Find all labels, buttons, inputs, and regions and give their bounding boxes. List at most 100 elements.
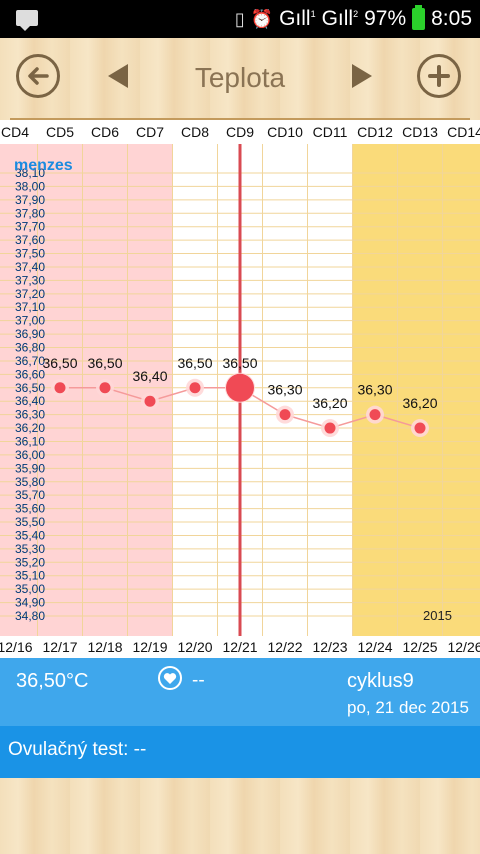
toolbar-divider	[10, 118, 470, 120]
y-tick-label: 35,50	[15, 515, 45, 529]
info-panel: 36,50°C -- cyklus9 po, 21 dec 2015	[0, 658, 480, 726]
heart-icon[interactable]	[158, 666, 182, 690]
data-label: 36,50	[177, 355, 212, 371]
y-tick-label: 35,60	[15, 502, 45, 516]
period-band	[0, 144, 173, 636]
date-label: 12/21	[222, 639, 258, 655]
status-icons: ▯ ⏰ Gıll1 Gıll2 97% 8:05	[235, 4, 472, 34]
back-arrow-icon	[28, 67, 49, 85]
data-label: 36,30	[357, 382, 392, 398]
date-row: 12/16 12/17 12/18 12/19 12/20 12/21 12/22 12/23…	[0, 636, 480, 658]
notification-icon	[16, 10, 38, 31]
cycle-day-label: CD4	[0, 124, 30, 140]
cycle-day-label: CD5	[45, 124, 75, 140]
y-tick-label: 37,40	[15, 260, 45, 274]
data-point	[324, 422, 336, 434]
y-tick-label: 37,20	[15, 287, 45, 301]
y-tick-label: 35,40	[15, 528, 45, 542]
y-tick-label: 37,50	[15, 247, 45, 261]
data-point	[369, 409, 381, 421]
data-point	[189, 382, 201, 394]
date-label: 12/22	[267, 639, 303, 655]
data-point	[54, 382, 66, 394]
chart-svg[interactable]: 38,1038,0037,9037,8037,7037,6037,5037,40…	[0, 144, 480, 636]
data-label: 36,50	[87, 355, 122, 371]
year-label: 2015	[423, 608, 452, 623]
battery-icon	[412, 5, 426, 30]
y-tick-label: 36,90	[15, 327, 45, 341]
y-tick-label: 35,20	[15, 555, 45, 569]
selected-temperature: 36,50°C	[16, 670, 89, 692]
y-tick-label: 37,80	[15, 206, 45, 220]
toolbar: Teplota	[0, 38, 480, 120]
y-tick-label: 37,10	[15, 300, 45, 314]
data-point	[414, 422, 426, 434]
cycle-day-label: CD6	[90, 124, 120, 140]
cycle-label: cyklus9	[347, 670, 414, 692]
y-tick-label: 35,00	[15, 582, 45, 596]
y-tick-label: 35,10	[15, 569, 45, 583]
clock: 8:05	[431, 7, 472, 30]
y-tick-label: 36,10	[15, 434, 45, 448]
data-point	[99, 382, 111, 394]
cycle-day-label: CD11	[312, 124, 348, 140]
y-tick-label: 36,40	[15, 394, 45, 408]
page-title: Teplota	[194, 62, 286, 93]
data-label: 36,20	[312, 395, 347, 411]
y-tick-label: 36,70	[15, 354, 45, 368]
y-tick-label: 35,90	[15, 461, 45, 475]
status-bar: ▯ ⏰ Gıll1 Gıll2 97% 8:05	[0, 0, 480, 38]
signal-1-icon: Gıll1	[279, 7, 316, 30]
y-tick-label: 37,90	[15, 193, 45, 207]
y-tick-label: 36,50	[15, 381, 45, 395]
signal-2-icon: Gıll2	[321, 7, 359, 30]
back-button[interactable]	[16, 54, 60, 98]
cycle-day-label: CD8	[180, 124, 210, 140]
data-label: 36,50	[222, 355, 257, 371]
next-triangle-icon[interactable]	[352, 64, 372, 88]
cycle-day-label: CD9	[225, 124, 255, 140]
add-button[interactable]	[417, 54, 461, 98]
heart-value: --	[192, 670, 205, 691]
data-point	[226, 373, 254, 402]
selected-date: po, 21 dec 2015	[347, 698, 469, 717]
plus-icon	[428, 65, 450, 87]
data-label: 36,20	[402, 395, 437, 411]
date-label: 12/20	[177, 639, 213, 655]
prev-triangle-icon[interactable]	[108, 64, 128, 88]
ovulation-test-label: Ovulačný test: --	[8, 739, 147, 760]
vibrate-icon: ▯	[234, 8, 245, 29]
data-label: 36,50	[42, 355, 77, 371]
cycle-day-label: CD10	[267, 124, 303, 140]
alarm-icon: ⏰	[250, 8, 274, 29]
fertile-band	[352, 144, 480, 636]
y-tick-label: 36,30	[15, 408, 45, 422]
date-label: 12/17	[42, 639, 78, 655]
data-label: 36,40	[132, 368, 167, 384]
cycle-day-label: CD7	[135, 124, 165, 140]
date-label: 12/24	[357, 639, 393, 655]
y-tick-label: 34,90	[15, 596, 45, 610]
date-label: 12/16	[0, 639, 33, 655]
data-point	[279, 409, 291, 421]
y-tick-label: 35,80	[15, 475, 45, 489]
temperature-chart[interactable]: 38,10 38,00 37,90 37,80 37,70 37,60 37,50 37,40…	[0, 144, 480, 636]
y-tick-label: 35,70	[15, 488, 45, 502]
ovulation-test-row[interactable]: Ovulačný test: --	[0, 726, 480, 778]
cycle-day-label: CD12	[357, 124, 393, 140]
y-tick-label: 36,00	[15, 448, 45, 462]
data-point	[144, 395, 156, 407]
battery-percent: 97%	[364, 7, 407, 30]
y-tick-label: 38,10	[15, 166, 45, 180]
date-label: 12/25	[402, 639, 438, 655]
y-tick-label: 37,30	[15, 273, 45, 287]
y-tick-label: 36,20	[15, 421, 45, 435]
y-tick-label: 37,60	[15, 233, 45, 247]
y-tick-label: 36,60	[15, 367, 45, 381]
y-tick-label: 35,30	[15, 542, 45, 556]
date-label: 12/23	[312, 639, 348, 655]
cycle-day-label: CD14	[447, 124, 480, 140]
cycle-day-label: CD13	[402, 124, 438, 140]
y-tick-label: 37,70	[15, 220, 45, 234]
data-label: 36,30	[267, 382, 302, 398]
